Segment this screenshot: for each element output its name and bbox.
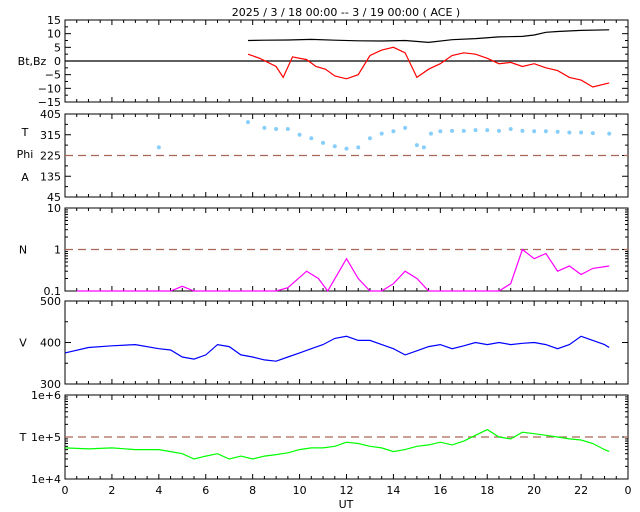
y-tick-label: 0.1 bbox=[44, 285, 62, 298]
data-point-phi bbox=[332, 144, 337, 149]
x-tick-label: 0 bbox=[625, 484, 632, 497]
data-point-phi bbox=[567, 130, 572, 135]
x-tick-label: 10 bbox=[293, 484, 307, 497]
panel-speed: 500 400 300 V bbox=[19, 295, 629, 391]
y-tick-label: −10 bbox=[38, 82, 61, 95]
y-axis-label: V bbox=[19, 337, 27, 350]
y-tick-label: 5 bbox=[54, 41, 61, 54]
x-tick-label: 12 bbox=[340, 484, 354, 497]
data-point-phi bbox=[543, 129, 548, 134]
x-tick-label: 20 bbox=[527, 484, 541, 497]
y-tick-label: 500 bbox=[40, 295, 61, 308]
x-tick-label: 16 bbox=[433, 484, 447, 497]
data-point-phi bbox=[274, 126, 279, 131]
data-point-phi bbox=[285, 126, 290, 131]
y-tick-label: −5 bbox=[45, 69, 61, 82]
y-axis-label: Bt,Bz bbox=[18, 55, 47, 68]
data-point-phi bbox=[555, 129, 560, 134]
data-point-phi bbox=[321, 140, 326, 145]
x-tick-label: 2 bbox=[108, 484, 115, 497]
y-tick-label: 1e+5 bbox=[31, 431, 61, 444]
y-tick-label: 1 bbox=[54, 244, 61, 257]
series-line-speed bbox=[64, 335, 610, 362]
panel-phi: 405 315 225 135 45 T Phi A bbox=[17, 108, 629, 204]
x-tick-label: 0 bbox=[62, 484, 69, 497]
data-point-phi bbox=[508, 126, 513, 131]
y-tick-label: 10 bbox=[47, 28, 61, 41]
y-tick-label: 135 bbox=[40, 170, 61, 183]
data-point-phi bbox=[438, 129, 443, 134]
data-point-phi bbox=[403, 125, 408, 130]
data-point-phi bbox=[579, 130, 584, 135]
data-point-phi bbox=[485, 128, 490, 133]
x-tick-label: 14 bbox=[386, 484, 400, 497]
data-point-phi bbox=[245, 120, 250, 125]
y-tick-label: 225 bbox=[40, 150, 61, 163]
data-point-phi bbox=[473, 128, 478, 133]
data-point-phi bbox=[156, 145, 161, 150]
x-tick-label: 18 bbox=[480, 484, 494, 497]
panels-layer: 151050−5−10−15Bt,Bz40531522513545TPhiA10… bbox=[17, 14, 632, 497]
y-tick-label: 15 bbox=[47, 14, 61, 27]
chart-title: 2025 / 3 / 18 00:00 -- 3 / 19 00:00 ( AC… bbox=[232, 6, 460, 19]
series-line-density bbox=[76, 248, 610, 293]
data-point-phi bbox=[414, 143, 419, 148]
data-point-phi bbox=[309, 136, 314, 141]
panel-frame bbox=[64, 300, 629, 385]
y-tick-label: 1e+4 bbox=[31, 473, 61, 486]
data-point-phi bbox=[379, 131, 384, 136]
y-tick-label: 45 bbox=[47, 191, 61, 204]
x-tick-label: 8 bbox=[249, 484, 256, 497]
data-point-phi bbox=[607, 131, 612, 136]
data-point-phi bbox=[590, 131, 595, 136]
panel-temperature: 1e+6 1e+5 1e+4 T bbox=[19, 389, 629, 486]
y-axis-label: A bbox=[21, 171, 29, 184]
y-tick-label: 0 bbox=[54, 55, 61, 68]
panel-density: 10 1 0.1 N bbox=[19, 202, 629, 298]
data-point-phi bbox=[450, 128, 455, 133]
data-point-phi bbox=[356, 145, 361, 150]
data-point-phi bbox=[297, 132, 302, 137]
data-point-phi bbox=[262, 125, 267, 130]
series-line-bz bbox=[247, 46, 610, 88]
y-tick-label: −15 bbox=[38, 96, 61, 109]
data-point-phi bbox=[391, 129, 396, 134]
y-axis-label: T bbox=[19, 431, 27, 444]
data-point-phi bbox=[367, 136, 372, 141]
data-point-phi bbox=[496, 128, 501, 133]
y-tick-label: 1e+6 bbox=[31, 389, 61, 402]
series-line-temperature bbox=[64, 428, 610, 460]
data-point-phi bbox=[421, 145, 426, 150]
x-tick-label: 22 bbox=[574, 484, 588, 497]
y-tick-label: 400 bbox=[40, 337, 61, 350]
y-axis-label: Phi bbox=[17, 148, 34, 161]
data-point-phi bbox=[520, 128, 525, 133]
data-point-phi bbox=[532, 129, 537, 134]
y-axis-label: N bbox=[19, 244, 27, 257]
y-tick-label: 300 bbox=[40, 378, 61, 391]
y-axis-label: T bbox=[21, 126, 29, 139]
x-axis-label: UT bbox=[339, 498, 354, 511]
y-tick-label: 10 bbox=[47, 202, 61, 215]
x-tick-label: 4 bbox=[155, 484, 162, 497]
data-point-phi bbox=[461, 128, 466, 133]
data-point-phi bbox=[428, 131, 433, 136]
data-point-phi bbox=[344, 146, 349, 151]
y-tick-label: 315 bbox=[40, 129, 61, 142]
y-tick-label: 405 bbox=[40, 108, 61, 121]
series-line-bt bbox=[247, 29, 610, 44]
x-tick-label: 6 bbox=[202, 484, 209, 497]
